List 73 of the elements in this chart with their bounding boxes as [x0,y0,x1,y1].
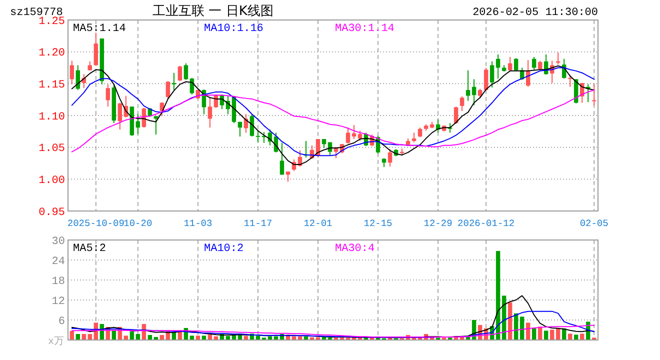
candlestick [256,130,260,143]
line-series [71,324,595,338]
candlestick [106,84,110,108]
y-tick-label: 1.05 [38,143,65,156]
text: 2026-02-05 11:30:00 [472,7,598,19]
candlestick [592,84,596,106]
candlestick [460,96,464,112]
x-tick-label: 11-17 [244,218,272,229]
y-tick-label: 12 [52,296,65,308]
x-tick-label: 2026-01-12 [458,218,515,229]
candlestick [412,132,416,143]
y-tick-label: 1.15 [38,80,65,92]
bar [520,316,524,340]
text: MA10:2 [204,243,244,255]
chart-title: 工业互联 一 日K线图 [152,4,274,19]
candlestick [154,116,158,136]
text: MA30:4 [335,243,376,255]
y-tick-label: 1.20 [38,48,65,60]
candlestick [184,62,188,80]
bar [550,330,554,340]
bar [532,328,536,340]
candlestick [496,54,500,80]
x-tick-label: 11-03 [184,218,212,229]
candlestick [238,121,242,138]
candlestick [490,60,494,88]
candlestick [472,78,476,106]
candlestick [418,127,422,138]
y-tick-label: 30 [52,236,65,248]
candlestick [466,70,470,102]
x-tick-label: 02-05 [580,218,609,229]
candlestick [538,60,542,71]
bar [130,332,134,340]
candlestick [358,130,362,142]
candlestick [514,58,518,72]
line-series [71,310,595,338]
candlestick [280,142,284,176]
x-tick-label: 10-20 [124,218,152,229]
candlestick [508,56,512,72]
candlestick [448,122,452,134]
x-tick-label: 2025-10-09 [67,218,125,229]
y-tick-label: 24 [52,256,66,268]
x-tick-label: 12-29 [424,218,453,229]
candlestick [118,102,122,130]
y-axis-title: x万 [48,336,64,348]
candlestick [532,56,536,70]
y-tick-label: 6 [58,316,65,328]
candlestick [346,127,350,144]
candlestick [208,97,212,128]
x-tick-label: 12-15 [364,218,393,229]
candlestick [166,80,170,100]
bar [568,334,572,340]
candlestick [484,67,488,92]
bar [496,251,500,340]
bar [70,331,74,340]
candlestick [94,32,98,66]
bar [580,334,584,340]
text: MA5:1.14 [73,23,126,35]
candlestick [178,65,182,82]
y-tick-label: 1.00 [38,175,65,188]
text: MA5:2 [73,243,106,255]
y-tick-label: 1.10 [38,111,65,124]
y-tick-label: 18 [52,276,65,288]
y-tick-label: 1.25 [38,16,65,28]
candlestick [172,72,176,91]
candlestick [388,148,392,167]
candlestick [70,60,74,85]
text: MA10:1.16 [204,23,264,35]
x-tick-label: 12-01 [304,218,333,229]
y-tick-label: 0.95 [38,206,65,219]
bar [544,330,548,340]
candlestick [136,114,140,134]
text: MA30:1.14 [335,23,395,35]
candlestick [454,106,458,124]
